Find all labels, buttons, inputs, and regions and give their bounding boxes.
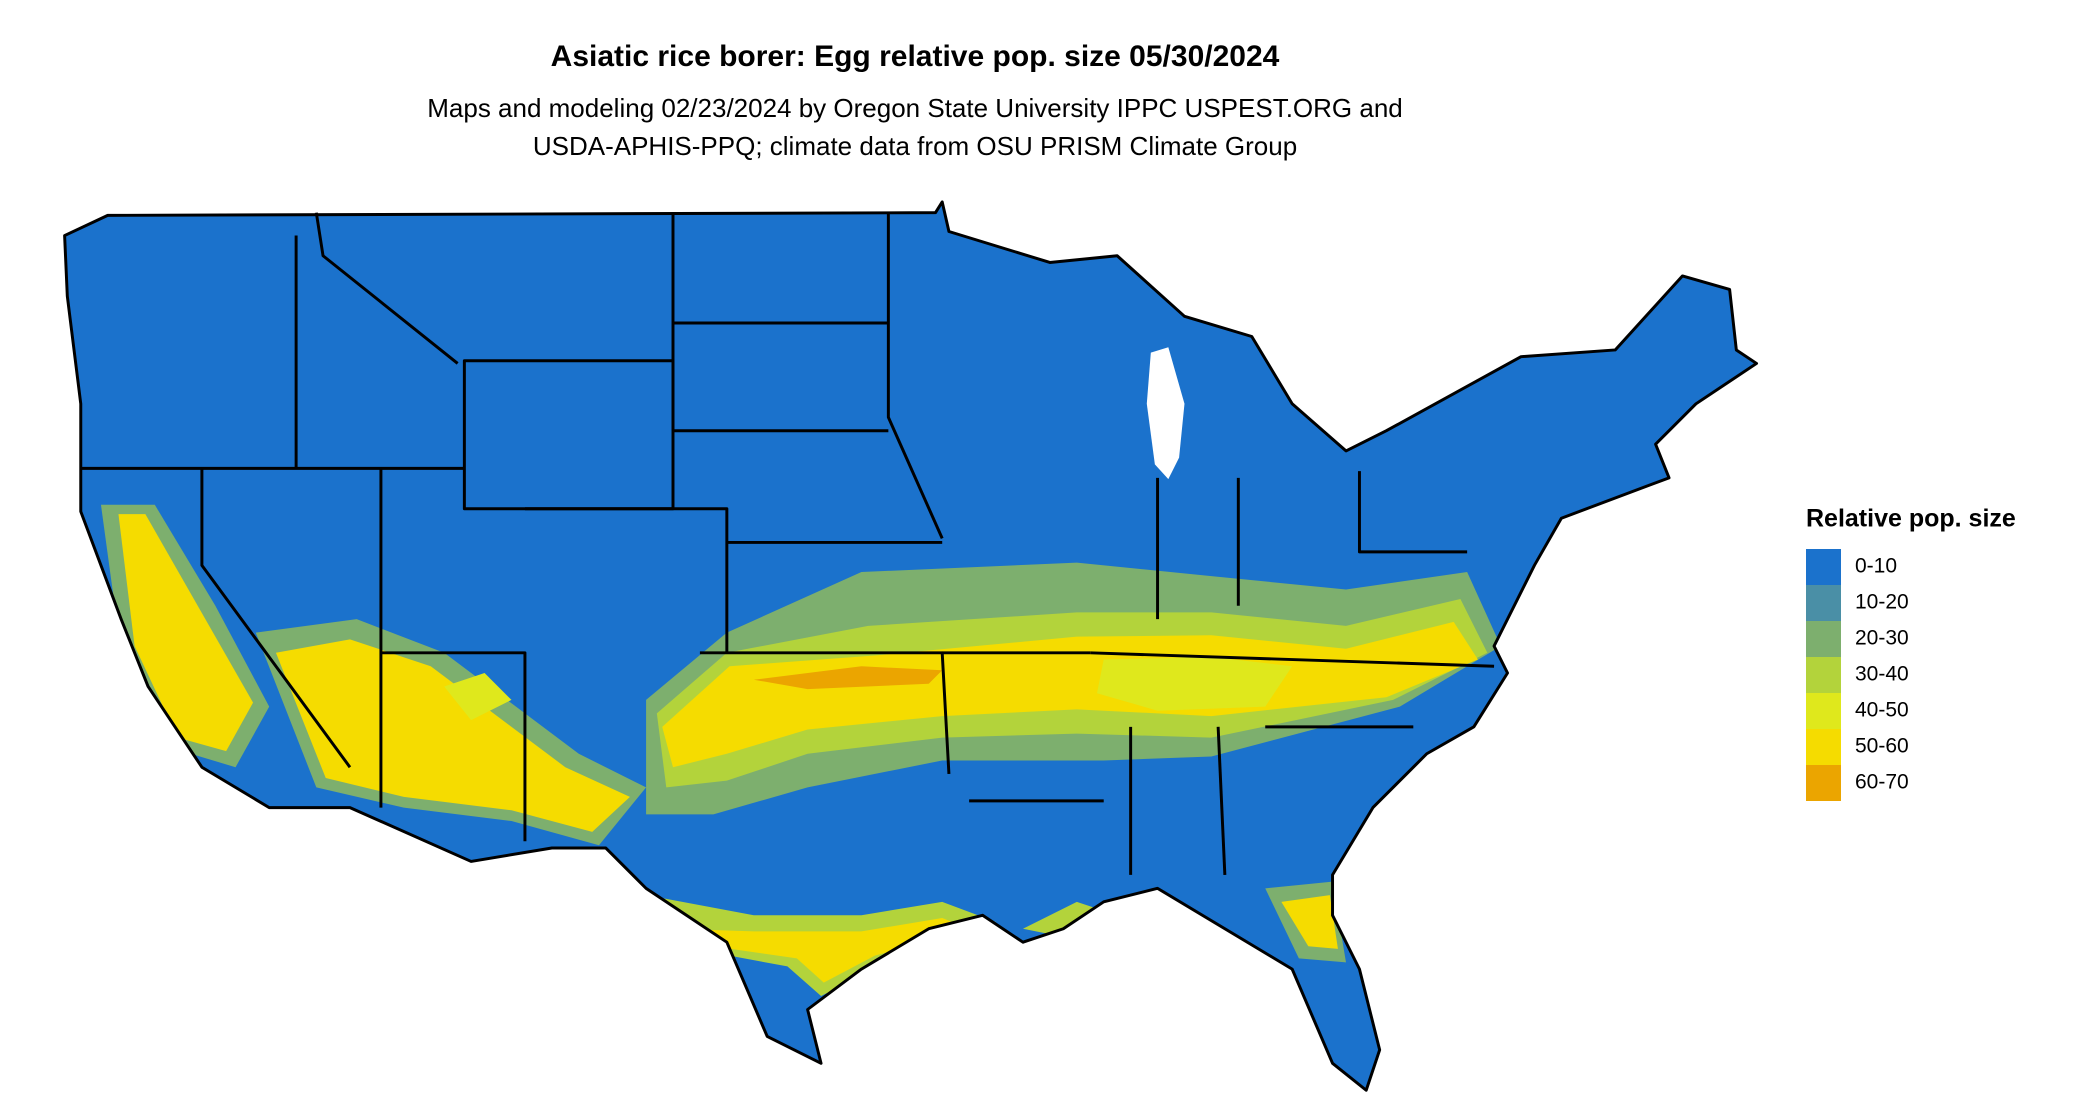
legend-label: 40-50 (1855, 699, 1909, 722)
legend-swatch (1806, 765, 1841, 801)
legend-label: 30-40 (1855, 663, 1909, 686)
suitability-band (673, 917, 970, 983)
legend-title: Relative pop. size (1806, 505, 2016, 533)
state-border (1090, 651, 1495, 668)
country-border (63, 200, 1759, 1092)
lake-michigan (1146, 347, 1185, 480)
state-border (314, 212, 459, 365)
legend-label: 20-30 (1855, 627, 1909, 650)
legend-label: 0-10 (1855, 555, 1897, 578)
legend-label: 60-70 (1855, 771, 1909, 794)
legend-swatch (1806, 621, 1841, 657)
legend-swatch (1806, 657, 1841, 693)
suitability-band (118, 514, 254, 752)
state-border (1216, 726, 1227, 875)
legend-swatch (1806, 585, 1841, 621)
legend-swatch (1806, 549, 1841, 585)
legend-label: 50-60 (1855, 735, 1909, 758)
suitability-band (275, 639, 630, 832)
legend: Relative pop. size 0-10 10-20 20-30 30-40 40… (1806, 505, 2016, 801)
legend-swatch (1806, 729, 1841, 765)
state-border (524, 507, 729, 653)
map-title: Asiatic rice borer: Egg relative pop. si… (551, 40, 1280, 73)
state-border (200, 468, 352, 769)
map-subtitle: USDA-APHIS-PPQ; climate data from OSU PR… (533, 131, 1297, 161)
state-border (886, 212, 944, 540)
suitability-band (1096, 656, 1293, 711)
legend-label: 10-20 (1855, 591, 1909, 614)
suitability-band (1281, 895, 1338, 949)
legend-swatch (1806, 693, 1841, 729)
state-border (1357, 471, 1468, 554)
state-border (380, 651, 527, 842)
map-subtitle: Maps and modeling 02/23/2024 by Oregon S… (427, 93, 1403, 123)
map (63, 200, 1759, 1092)
suitability-band (753, 666, 943, 690)
